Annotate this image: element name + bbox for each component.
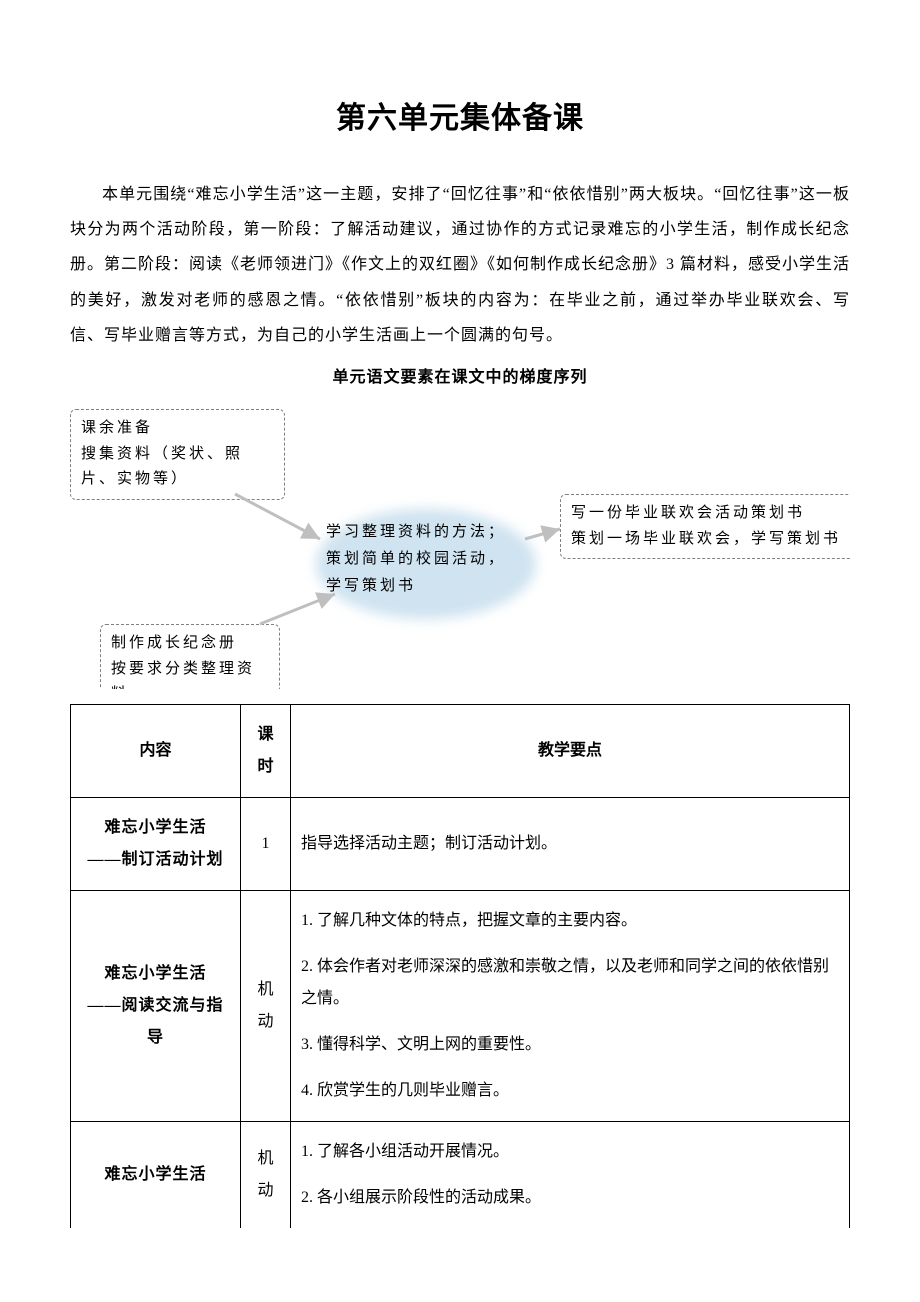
center-node: 学习整理资料的方法； 策划简单的校园活动， 学写策划书 [326, 519, 536, 600]
box-tl-line2: 搜集资料（奖状、照片、实物等） [81, 446, 243, 488]
point-text: 2. 体会作者对老师深深的感激和崇敬之情，以及老师和同学之间的依依惜别之情。 [301, 951, 839, 1015]
table-header-row: 内容 课时 教学要点 [71, 705, 850, 798]
point-text: 1. 了解各小组活动开展情况。 [301, 1136, 839, 1168]
box-r-line1: 写一份毕业联欢会活动策划书 [571, 505, 805, 521]
box-bottom-left: 制作成长纪念册 按要求分类整理资料 [100, 624, 280, 689]
cell-hours: 1 [241, 798, 291, 891]
content-line1: 难忘小学生活 [81, 958, 230, 990]
box-bl-line1: 制作成长纪念册 [111, 635, 237, 651]
th-content: 内容 [71, 705, 241, 798]
table-row: 难忘小学生活 机动 1. 了解各小组活动开展情况。 2. 各小组展示阶段性的活动… [71, 1122, 850, 1229]
box-top-left: 课余准备 搜集资料（奖状、照片、实物等） [70, 409, 285, 500]
section-subtitle: 单元语文要素在课文中的梯度序列 [70, 363, 850, 393]
table-row: 难忘小学生活 ——阅读交流与指导 机动 1. 了解几种文体的特点，把握文章的主要… [71, 891, 850, 1122]
cell-hours: 机动 [241, 891, 291, 1122]
point-text: 指导选择活动主题；制订活动计划。 [301, 835, 557, 852]
content-line2: ——制订活动计划 [81, 844, 230, 876]
intro-paragraph: 本单元围绕“难忘小学生活”这一主题，安排了“回忆往事”和“依依惜别”两大板块。“… [70, 177, 850, 353]
box-right: 写一份毕业联欢会活动策划书 策划一场毕业联欢会，学写策划书 [560, 494, 850, 559]
cell-hours: 机动 [241, 1122, 291, 1229]
content-line2: ——阅读交流与指导 [81, 990, 230, 1054]
cell-points: 指导选择活动主题；制订活动计划。 [291, 798, 850, 891]
content-line1: 难忘小学生活 [81, 1159, 230, 1191]
point-text: 4. 欣赏学生的几则毕业赠言。 [301, 1075, 839, 1107]
point-text: 1. 了解几种文体的特点，把握文章的主要内容。 [301, 905, 839, 937]
cell-content: 难忘小学生活 [71, 1122, 241, 1229]
box-bl-line2: 按要求分类整理资料 [111, 661, 255, 690]
sequence-diagram: 学习整理资料的方法； 策划简单的校园活动， 学写策划书 课余准备 搜集资料（奖状… [70, 399, 850, 689]
th-hours: 课时 [241, 705, 291, 798]
point-text: 3. 懂得科学、文明上网的重要性。 [301, 1029, 839, 1061]
cell-content: 难忘小学生活 ——阅读交流与指导 [71, 891, 241, 1122]
box-r-line2: 策划一场毕业联欢会，学写策划书 [571, 531, 841, 547]
center-line1: 学习整理资料的方法； [326, 524, 506, 540]
cell-points: 1. 了解几种文体的特点，把握文章的主要内容。 2. 体会作者对老师深深的感激和… [291, 891, 850, 1122]
th-points: 教学要点 [291, 705, 850, 798]
cell-content: 难忘小学生活 ——制订活动计划 [71, 798, 241, 891]
lesson-table: 内容 课时 教学要点 难忘小学生活 ——制订活动计划 1 指导选择活动主题；制订… [70, 704, 850, 1228]
page-title: 第六单元集体备课 [70, 90, 850, 147]
point-text: 2. 各小组展示阶段性的活动成果。 [301, 1182, 839, 1214]
box-tl-line1: 课余准备 [81, 420, 153, 436]
table-row: 难忘小学生活 ——制订活动计划 1 指导选择活动主题；制订活动计划。 [71, 798, 850, 891]
content-line1: 难忘小学生活 [81, 812, 230, 844]
center-line3: 学写策划书 [326, 578, 416, 594]
center-line2: 策划简单的校园活动， [326, 551, 506, 567]
cell-points: 1. 了解各小组活动开展情况。 2. 各小组展示阶段性的活动成果。 [291, 1122, 850, 1229]
